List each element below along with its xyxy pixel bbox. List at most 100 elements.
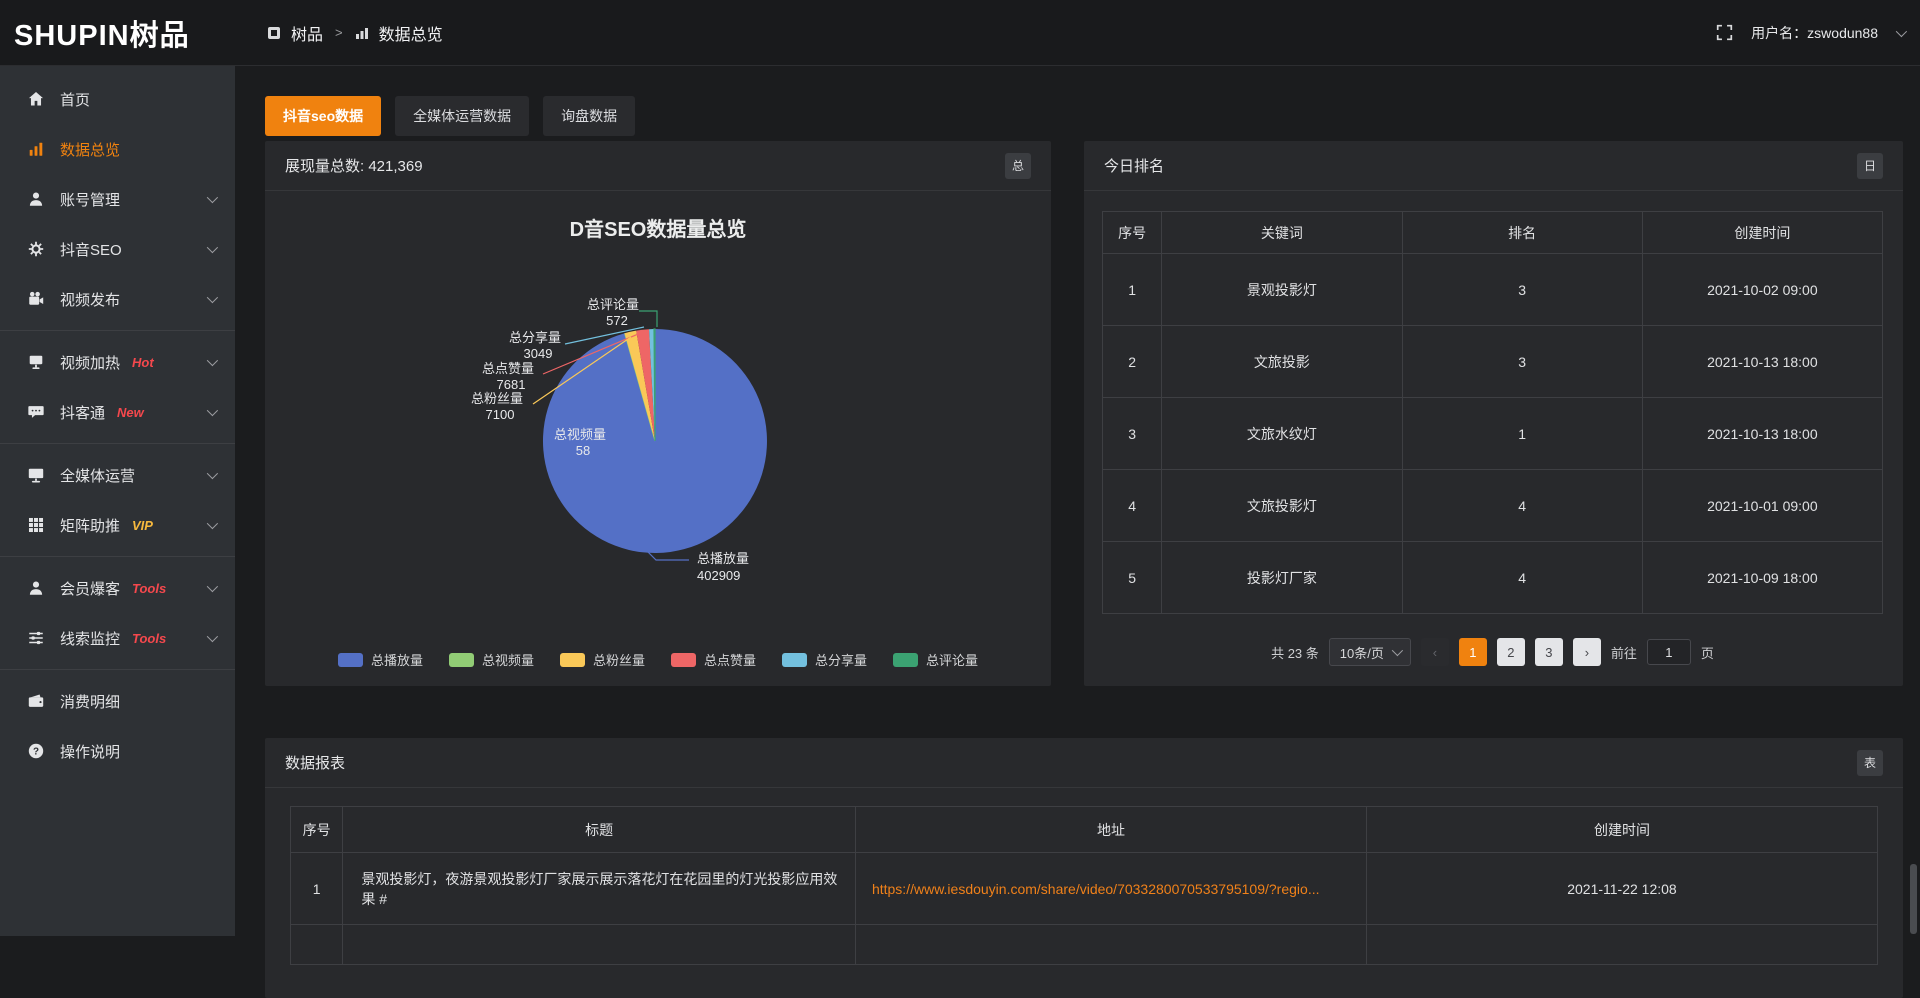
topbar: SHUPIN树品 树品 > 数据总览 用户名：zswodun88	[0, 0, 1920, 66]
prev-page-button[interactable]: ‹	[1421, 638, 1449, 666]
impressions-total-label: 展现量总数: 421,369	[285, 155, 423, 176]
day-badge-button[interactable]: 日	[1857, 153, 1883, 179]
sidebar-item-home[interactable]: 首页	[0, 74, 235, 124]
table-row: 1 景观投影灯 3 2021-10-02 09:00	[1103, 254, 1883, 326]
rank-table: 序号 关键词 排名 创建时间 1 景观投影灯 3 2021-10-02 09:0…	[1102, 211, 1883, 614]
sliders-icon	[26, 628, 46, 648]
divider	[0, 556, 235, 557]
col-title: 标题	[343, 807, 856, 853]
wallet-icon	[26, 691, 46, 711]
cell-index: 1	[1103, 254, 1162, 326]
sidebar-item-media-operation[interactable]: 全媒体运营	[0, 450, 235, 500]
legend-label: 总点赞量	[704, 650, 756, 669]
sidebar-item-label: 视频加热	[60, 352, 120, 373]
pie-label-play: 总播放量	[697, 551, 749, 566]
new-badge: New	[117, 405, 144, 420]
legend-swatch	[893, 653, 918, 667]
question-icon: ?	[26, 741, 46, 761]
legend-item[interactable]: 总评论量	[893, 650, 978, 669]
cell-created: 2021-10-01 09:00	[1642, 470, 1882, 542]
sidebar-item-video-heat[interactable]: 视频加热 Hot	[0, 337, 235, 387]
tools-badge: Tools	[132, 581, 166, 596]
goto-page-input[interactable]	[1647, 639, 1691, 665]
logo: SHUPIN树品	[0, 12, 235, 54]
grid-icon	[26, 515, 46, 535]
goto-label: 前往	[1611, 643, 1637, 662]
legend-label: 总粉丝量	[593, 650, 645, 669]
next-page-button[interactable]: ›	[1573, 638, 1601, 666]
sidebar-item-label: 操作说明	[60, 741, 120, 762]
sidebar-item-account[interactable]: 账号管理	[0, 174, 235, 224]
legend-item[interactable]: 总粉丝量	[560, 650, 645, 669]
member-icon	[26, 578, 46, 598]
vip-badge: VIP	[132, 518, 153, 533]
chart-panel: 展现量总数: 421,369 总 D音SEO数据量总览	[265, 141, 1051, 686]
tab-inquiry[interactable]: 询盘数据	[543, 96, 635, 136]
cell-index: 1	[291, 853, 343, 925]
pagination: 共 23 条 10条/页 ‹ 1 2 3 › 前往 页	[1102, 638, 1883, 666]
sidebar-item-label: 会员爆客	[60, 578, 120, 599]
sidebar-item-matrix-boost[interactable]: 矩阵助推 VIP	[0, 500, 235, 550]
cell-rank: 3	[1402, 326, 1642, 398]
table-row: 4 文旅投影灯 4 2021-10-01 09:00	[1103, 470, 1883, 542]
home-icon	[26, 89, 46, 109]
logo-arc	[44, 0, 140, 11]
tab-media-operation[interactable]: 全媒体运营数据	[395, 96, 529, 136]
gear-icon	[26, 239, 46, 259]
table-badge-button[interactable]: 表	[1857, 750, 1883, 776]
username-label[interactable]: 用户名：zswodun88	[1751, 23, 1878, 43]
total-badge-button[interactable]: 总	[1005, 153, 1031, 179]
table-header-row: 序号 关键词 排名 创建时间	[1103, 212, 1883, 254]
callout-line-comments	[639, 311, 657, 327]
sidebar-item-member-burst[interactable]: 会员爆客 Tools	[0, 563, 235, 613]
chart-title: D音SEO数据量总览	[265, 213, 1051, 242]
report-table: 序号 标题 地址 创建时间 1 景观投影灯，夜游景观投影灯厂家展示展示落花灯在花…	[290, 806, 1878, 965]
legend-label: 总播放量	[371, 650, 423, 669]
page-button-3[interactable]: 3	[1535, 638, 1563, 666]
page-button-2[interactable]: 2	[1497, 638, 1525, 666]
chevron-down-icon	[207, 468, 218, 479]
legend-item[interactable]: 总分享量	[782, 650, 867, 669]
cell-keyword: 文旅投影	[1162, 326, 1402, 398]
chevron-down-icon	[207, 355, 218, 366]
table-row-partial	[291, 925, 1878, 965]
chevron-down-icon	[207, 631, 218, 642]
page-button-1[interactable]: 1	[1459, 638, 1487, 666]
fullscreen-icon[interactable]	[1716, 24, 1733, 41]
cell-created: 2021-10-13 18:00	[1642, 326, 1882, 398]
pie-value-likes: 7681	[497, 377, 526, 392]
monitor-icon	[26, 465, 46, 485]
sidebar-item-label: 线索监控	[60, 628, 120, 649]
sidebar-item-douketong[interactable]: 抖客通 New	[0, 387, 235, 437]
tab-douyin-seo[interactable]: 抖音seo数据	[265, 96, 381, 136]
svg-text:?: ?	[33, 747, 39, 758]
report-panel-title: 数据报表	[285, 752, 345, 773]
legend-item[interactable]: 总点赞量	[671, 650, 756, 669]
col-index: 序号	[291, 807, 343, 853]
chevron-down-icon[interactable]	[1896, 25, 1907, 36]
legend-item[interactable]: 总播放量	[338, 650, 423, 669]
rank-panel: 今日排名 日 序号 关键词 排名 创建时间 1 景观投影灯 3	[1084, 141, 1903, 686]
sidebar-item-consumption[interactable]: 消费明细	[0, 676, 235, 726]
chevron-down-icon	[207, 518, 218, 529]
pie-label-video: 总视频量	[554, 427, 606, 442]
sidebar-item-instructions[interactable]: ? 操作说明	[0, 726, 235, 776]
pie-label-likes: 总点赞量	[482, 361, 534, 376]
pie-label-comments: 总评论量	[587, 297, 639, 312]
chevron-down-icon	[207, 242, 218, 253]
col-created: 创建时间	[1366, 807, 1877, 853]
billboard-icon	[26, 352, 46, 372]
breadcrumb-separator: >	[335, 25, 343, 40]
sidebar-item-video-publish[interactable]: 视频发布	[0, 274, 235, 324]
page-size-select[interactable]: 10条/页	[1329, 638, 1411, 666]
legend-item[interactable]: 总视频量	[449, 650, 534, 669]
pie-label-shares: 总分享量	[509, 330, 561, 345]
col-keyword: 关键词	[1162, 212, 1402, 254]
breadcrumb-root[interactable]: 树品	[291, 21, 323, 45]
sidebar-item-data-overview[interactable]: 数据总览	[0, 124, 235, 174]
sidebar-item-clue-monitor[interactable]: 线索监控 Tools	[0, 613, 235, 663]
video-link[interactable]: https://www.iesdouyin.com/share/video/70…	[872, 881, 1320, 897]
sidebar-item-label: 首页	[60, 89, 90, 110]
sidebar-item-douyin-seo[interactable]: 抖音SEO	[0, 224, 235, 274]
scrollbar[interactable]	[1910, 864, 1917, 934]
